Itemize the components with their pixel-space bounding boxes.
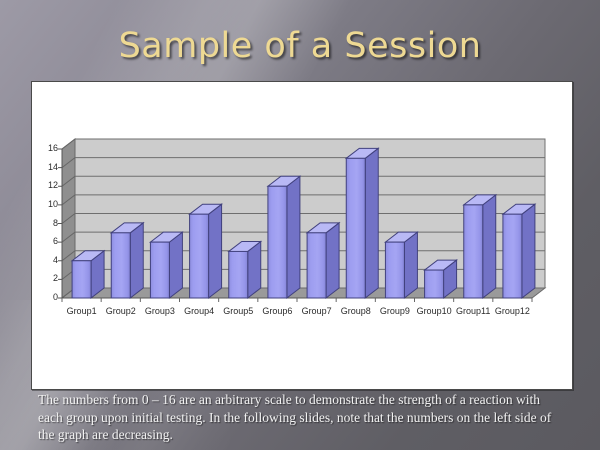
slide-title: Sample of a Session bbox=[118, 26, 482, 66]
y-axis-tick-label: 12 bbox=[47, 180, 58, 191]
x-axis-category-label: Group4 bbox=[184, 306, 215, 316]
y-axis-tick-label: 8 bbox=[52, 217, 58, 228]
x-axis-category-label: Group11 bbox=[456, 306, 491, 316]
x-axis-category-label: Group8 bbox=[340, 306, 371, 316]
y-axis-labels: 16 14 12 10 8 6 4 2 0 bbox=[32, 82, 58, 389]
x-axis-category-label: Group7 bbox=[301, 306, 332, 316]
slide-caption: The numbers from 0 – 16 are an arbitrary… bbox=[38, 392, 552, 442]
y-axis-tick-label: 10 bbox=[47, 198, 58, 209]
y-axis-tick-label: 0 bbox=[52, 292, 58, 302]
y-axis-tick-label: 6 bbox=[52, 236, 58, 247]
x-axis-category-label: Group6 bbox=[262, 306, 293, 316]
x-axis-category-label: Group5 bbox=[223, 306, 254, 316]
chart-panel: 16 14 12 10 8 6 4 2 0 Group1 Group2 Group3 Group4 Gr… bbox=[31, 81, 573, 390]
y-axis-tick-label: 16 bbox=[47, 143, 58, 153]
x-axis-category-label: Group12 bbox=[494, 306, 530, 316]
y-axis-tick-label: 2 bbox=[52, 273, 58, 284]
bar-chart: 16 14 12 10 8 6 4 2 0 Group1 Group2 Group3 Group4 Gr… bbox=[32, 82, 572, 389]
y-axis-tick-label: 14 bbox=[47, 161, 58, 172]
x-axis-category-label: Group2 bbox=[105, 306, 136, 316]
chart-canvas bbox=[58, 137, 547, 302]
x-axis-category-label: Group1 bbox=[66, 306, 97, 316]
x-axis-category-label: Group3 bbox=[144, 306, 175, 316]
x-axis-category-label: Group10 bbox=[416, 306, 452, 316]
y-axis-tick-label: 4 bbox=[52, 254, 58, 265]
x-axis-category-label: Group9 bbox=[379, 306, 410, 316]
